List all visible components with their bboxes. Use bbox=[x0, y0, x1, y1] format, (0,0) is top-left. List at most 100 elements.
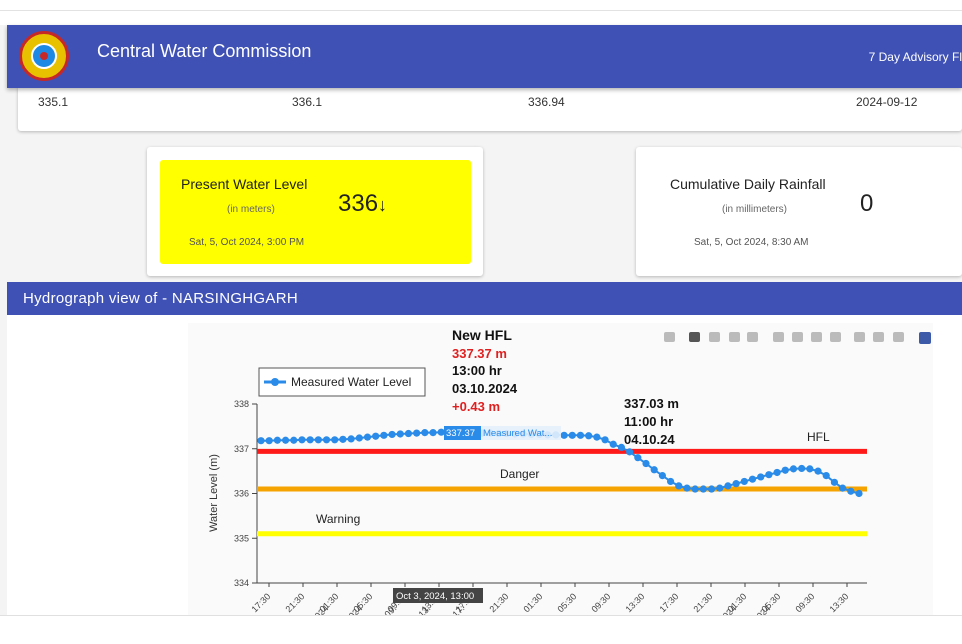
new-hfl-date: 03.10.2024 bbox=[452, 381, 518, 396]
threshold-label-danger: Danger bbox=[500, 467, 539, 481]
x-tick-label: 21:30 bbox=[283, 591, 306, 614]
camera-icon[interactable] bbox=[664, 332, 675, 342]
hover-x-box bbox=[393, 588, 483, 603]
hover-x-label: Oct 3, 2024, 13:00 bbox=[396, 591, 474, 602]
data-point bbox=[839, 484, 847, 492]
warning-level-value: 335.1 bbox=[38, 95, 69, 109]
data-point bbox=[298, 436, 306, 444]
data-point bbox=[404, 429, 413, 438]
hydrograph-chart[interactable]: 334 335 336 337 338 Water Level (m) HFL Danger W… bbox=[7, 315, 962, 615]
x-tick-label: 13:30 bbox=[623, 591, 646, 614]
data-point bbox=[331, 436, 339, 444]
hover-compare-icon[interactable] bbox=[893, 332, 904, 342]
hydrograph-title: Hydrograph view of - NARSINGHGARH bbox=[23, 290, 298, 307]
plotly-logo-icon[interactable] bbox=[919, 332, 931, 344]
annotation-level: 337.03 m bbox=[624, 396, 679, 411]
levels-summary-card: 335.1 336.1 336.94 2024-09-12 bbox=[18, 85, 962, 131]
data-point bbox=[847, 487, 855, 495]
hover-closest-icon[interactable] bbox=[873, 332, 884, 342]
present-level-value: 336↓ bbox=[338, 190, 388, 217]
data-point bbox=[675, 482, 683, 490]
data-point bbox=[650, 466, 658, 474]
data-point bbox=[617, 443, 626, 452]
x-tick-label: 09:30 bbox=[793, 591, 816, 614]
new-hfl-time: 13:00 hr bbox=[452, 363, 502, 378]
arrow-down-icon: ↓ bbox=[378, 195, 388, 215]
y-tick-label: 334 bbox=[234, 578, 249, 588]
autoscale-icon[interactable] bbox=[811, 332, 822, 342]
data-point bbox=[322, 436, 331, 444]
hover-value: 337.37 bbox=[446, 428, 475, 439]
bottom-scroll-area bbox=[0, 615, 962, 644]
x-tick-sublabel: 024 bbox=[313, 603, 331, 615]
rainfall-title: Cumulative Daily Rainfall bbox=[670, 176, 826, 192]
zoom-icon[interactable] bbox=[689, 332, 700, 342]
data-point bbox=[363, 433, 372, 441]
x-tick-label: 17:30 bbox=[657, 591, 680, 614]
legend-marker-swatch bbox=[271, 378, 279, 386]
data-point bbox=[716, 484, 724, 492]
zoom-out-icon[interactable] bbox=[792, 332, 803, 342]
x-tick-sublabel: 024 bbox=[721, 603, 739, 615]
data-point bbox=[265, 437, 273, 445]
hover-series-name: Measured Wat... bbox=[483, 428, 552, 439]
y-axis-title: Water Level (m) bbox=[208, 454, 220, 532]
hover-series-box bbox=[481, 426, 561, 440]
data-point bbox=[765, 471, 773, 479]
legend-label: Measured Water Level bbox=[291, 375, 411, 389]
box-select-icon[interactable] bbox=[729, 332, 740, 342]
rainfall-timestamp: Sat, 5, Oct 2024, 8:30 AM bbox=[694, 237, 809, 248]
data-point bbox=[683, 484, 691, 492]
spike-lines-icon[interactable] bbox=[854, 332, 865, 342]
data-point bbox=[830, 478, 839, 486]
x-tick-label: 21:30 bbox=[487, 591, 510, 614]
lasso-icon[interactable] bbox=[747, 332, 758, 342]
data-point bbox=[388, 430, 396, 439]
threshold-label-hfl: HFL bbox=[807, 430, 830, 444]
data-point bbox=[724, 482, 732, 490]
hover-value-box bbox=[444, 426, 481, 440]
reset-axes-icon[interactable] bbox=[830, 332, 841, 342]
data-point bbox=[658, 472, 666, 480]
data-point bbox=[396, 430, 404, 438]
y-tick-label: 335 bbox=[234, 533, 249, 543]
data-point bbox=[421, 429, 429, 437]
data-point bbox=[789, 465, 798, 473]
zoom-in-icon[interactable] bbox=[773, 332, 784, 342]
x-tick-label: 17:30 bbox=[249, 591, 272, 614]
data-point bbox=[806, 465, 814, 473]
data-point bbox=[773, 468, 781, 477]
data-point bbox=[699, 485, 707, 493]
x-tick-sublabel: 13: bbox=[416, 603, 432, 615]
data-point bbox=[642, 459, 650, 468]
y-tick-label: 337 bbox=[234, 444, 249, 454]
x-tick-sublabel: 024 bbox=[755, 603, 773, 615]
data-point bbox=[437, 428, 445, 436]
hfl-date: 2024-09-12 bbox=[856, 95, 918, 109]
data-point bbox=[314, 436, 322, 444]
present-level-unit: (in meters) bbox=[227, 204, 275, 215]
advisory-link[interactable]: 7 Day Advisory Fl bbox=[868, 50, 962, 64]
data-point bbox=[576, 431, 585, 439]
new-hfl-change: +0.43 m bbox=[452, 399, 500, 414]
threshold-label-warning: Warning bbox=[316, 512, 360, 526]
data-point bbox=[781, 466, 789, 474]
app-header: Central Water Commission 7 Day Advisory … bbox=[7, 25, 962, 88]
data-point bbox=[560, 431, 568, 439]
data-point bbox=[339, 435, 347, 443]
present-level-highlight: Present Water Level (in meters) 336↓ Sat… bbox=[160, 160, 471, 264]
rainfall-card: Cumulative Daily Rainfall (in millimeter… bbox=[636, 147, 962, 276]
top-divider bbox=[0, 10, 962, 11]
data-point bbox=[347, 435, 355, 443]
data-point bbox=[814, 467, 822, 475]
rainfall-unit: (in millimeters) bbox=[722, 204, 787, 215]
pan-icon[interactable] bbox=[709, 332, 720, 342]
hydrograph-panel: 334 335 336 337 338 Water Level (m) HFL Danger W… bbox=[7, 315, 962, 615]
data-point bbox=[380, 431, 388, 439]
browser-top-area bbox=[0, 0, 962, 25]
data-point bbox=[732, 480, 740, 488]
data-point bbox=[822, 472, 830, 480]
data-point bbox=[273, 436, 281, 444]
data-point bbox=[855, 489, 863, 498]
data-point bbox=[666, 477, 675, 486]
